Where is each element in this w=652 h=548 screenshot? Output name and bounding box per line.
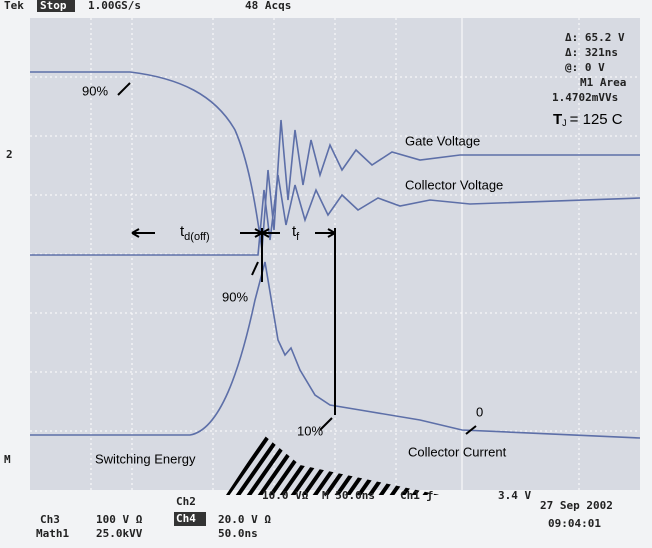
footer: 100 V Ω <box>96 513 143 526</box>
measurement: 1.4702mVVs <box>552 91 618 104</box>
state: Stop <box>40 0 67 12</box>
brand: Tek <box>4 0 24 12</box>
footer: 27 Sep 2002 <box>540 499 613 512</box>
footer: 20.0 V Ω <box>218 513 271 526</box>
measurement: Δ: 321ns <box>565 46 618 59</box>
channel-marker: 2 <box>6 148 13 161</box>
label: 10% <box>297 423 323 438</box>
label: Switching Energy <box>95 451 196 466</box>
footer: 3.4 V <box>498 489 531 502</box>
collector-voltage-trace <box>30 174 641 256</box>
junction-temperature: TJ = 125 C <box>553 111 623 128</box>
footer: Ch1 ƒ <box>400 489 433 502</box>
measurement: M1 Area <box>580 76 626 89</box>
footer: 50.0ns <box>218 527 258 540</box>
footer: 10.0 VΩ <box>262 489 309 502</box>
label: 90% <box>222 289 248 304</box>
label: 90% <box>82 83 108 98</box>
acqs: 48 Acqs <box>245 0 291 12</box>
footer: Ch3 <box>40 513 60 526</box>
switching-energy-area <box>226 436 440 495</box>
gate-voltage-trace <box>30 71 640 251</box>
label: Collector Current <box>408 444 507 459</box>
footer: 09:04:01 <box>548 517 601 530</box>
label: Gate Voltage <box>405 133 480 148</box>
footer: Ch2 <box>176 495 196 508</box>
footer: Ch4 <box>176 512 196 525</box>
label: tf <box>292 223 300 243</box>
rate: 1.00GS/s <box>88 0 141 12</box>
footer: M 50.0ns <box>322 489 375 502</box>
footer: Math1 <box>36 527 69 540</box>
channel-marker: M <box>4 453 11 466</box>
timing-markers <box>117 82 477 435</box>
measurement: @: 0 V <box>565 61 605 74</box>
label: td(off) <box>180 223 210 243</box>
collector-current-trace <box>30 261 641 439</box>
footer: 25.0kVV <box>96 527 143 540</box>
label: Collector Voltage <box>405 177 503 192</box>
label: 0 <box>476 404 483 419</box>
measurement: Δ: 65.2 V <box>565 31 625 44</box>
